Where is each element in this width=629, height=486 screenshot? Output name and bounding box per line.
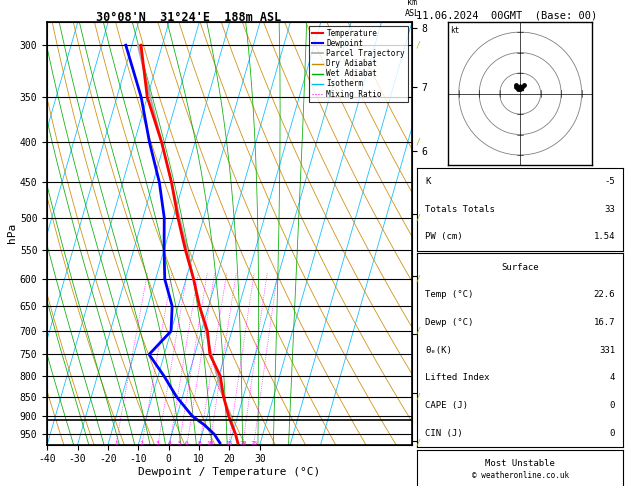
Text: 8: 8 <box>198 441 201 446</box>
Point <box>513 84 523 91</box>
Text: © weatheronline.co.uk: © weatheronline.co.uk <box>472 471 569 480</box>
Text: 15: 15 <box>225 441 233 446</box>
Text: CAPE (J): CAPE (J) <box>425 401 468 410</box>
Y-axis label: Mixing Ratio (g/kg): Mixing Ratio (g/kg) <box>437 177 447 289</box>
Text: -5: -5 <box>604 177 615 186</box>
Text: PW (cm): PW (cm) <box>425 232 463 242</box>
Text: K: K <box>425 177 431 186</box>
Text: /: / <box>415 438 420 448</box>
Point <box>520 82 530 89</box>
Text: Lifted Index: Lifted Index <box>425 373 490 382</box>
Point <box>513 86 523 93</box>
Text: 331: 331 <box>599 346 615 355</box>
Point <box>515 86 525 93</box>
Text: 6: 6 <box>185 441 189 446</box>
Text: Surface: Surface <box>501 262 539 272</box>
Text: Totals Totals: Totals Totals <box>425 205 495 214</box>
Text: 5: 5 <box>177 441 181 446</box>
Point <box>511 82 521 89</box>
Text: kt: kt <box>450 26 460 35</box>
Text: km
ASL: km ASL <box>404 0 420 17</box>
Text: /: / <box>415 213 420 222</box>
Text: θₑ(K): θₑ(K) <box>425 346 452 355</box>
Text: 11.06.2024  00GMT  (Base: 00): 11.06.2024 00GMT (Base: 00) <box>416 11 597 21</box>
Text: /: / <box>415 327 420 336</box>
Text: 2: 2 <box>140 441 143 446</box>
Text: 0: 0 <box>610 401 615 410</box>
Text: CIN (J): CIN (J) <box>425 429 463 438</box>
X-axis label: Dewpoint / Temperature (°C): Dewpoint / Temperature (°C) <box>138 467 321 477</box>
Text: 4: 4 <box>610 373 615 382</box>
Text: 3: 3 <box>156 441 160 446</box>
Text: 16.7: 16.7 <box>594 318 615 327</box>
Text: /: / <box>415 275 420 284</box>
Text: 22.6: 22.6 <box>594 290 615 299</box>
Text: 30°08'N  31°24'E  188m ASL: 30°08'N 31°24'E 188m ASL <box>96 11 281 24</box>
Text: 0: 0 <box>610 429 615 438</box>
Point <box>511 84 521 91</box>
Text: /: / <box>415 41 420 50</box>
Point <box>517 84 527 91</box>
Text: Most Unstable: Most Unstable <box>485 459 555 468</box>
Text: 33: 33 <box>604 205 615 214</box>
Text: Temp (°C): Temp (°C) <box>425 290 474 299</box>
Text: 10: 10 <box>206 441 214 446</box>
Text: 20: 20 <box>239 441 247 446</box>
Text: 4: 4 <box>168 441 172 446</box>
Text: 1.54: 1.54 <box>594 232 615 242</box>
Text: 1: 1 <box>114 441 118 446</box>
Text: /: / <box>415 392 420 401</box>
Text: /: / <box>415 138 420 147</box>
Text: Dewp (°C): Dewp (°C) <box>425 318 474 327</box>
Legend: Temperature, Dewpoint, Parcel Trajectory, Dry Adiabat, Wet Adiabat, Isotherm, Mi: Temperature, Dewpoint, Parcel Trajectory… <box>309 26 408 102</box>
Text: 25: 25 <box>250 441 258 446</box>
Y-axis label: hPa: hPa <box>7 223 17 243</box>
Text: LCL: LCL <box>419 415 434 424</box>
